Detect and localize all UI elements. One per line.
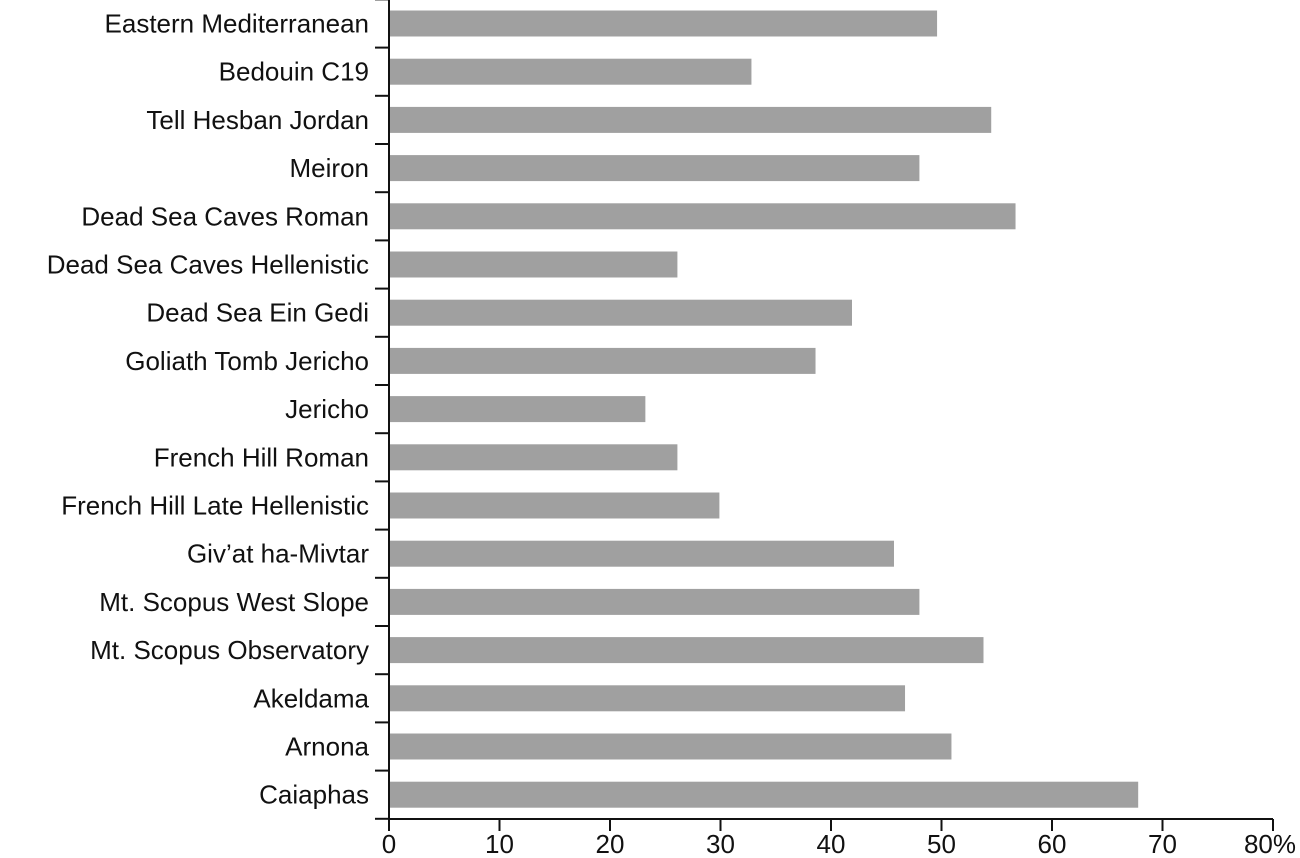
bar-caiaphas [389, 781, 1139, 808]
y-axis [375, 0, 390, 820]
category-label: Dead Sea Caves Roman [81, 201, 369, 231]
category-label: Caiaphas [259, 780, 369, 810]
category-label: Meiron [290, 153, 369, 183]
category-label: Bedouin C19 [219, 57, 369, 87]
x-axis-tick-label: 40 [817, 829, 846, 858]
category-label: Mt. Scopus West Slope [99, 587, 369, 617]
category-label: French Hill Roman [154, 442, 369, 472]
bar-eastern-mediterranean [389, 10, 938, 37]
category-labels: Eastern Mediterranean Bedouin C19 Tell Hes… [47, 9, 370, 810]
bar-jericho [389, 396, 646, 423]
x-axis-tick-label: 10 [485, 829, 514, 858]
bar-french-hill-roman [389, 444, 678, 471]
x-axis-tick-label: 50 [927, 829, 956, 858]
bar-french-hill-late-hellenistic [389, 492, 720, 519]
category-label: Goliath Tomb Jericho [125, 346, 369, 376]
x-axis-tick-label: 80% [1244, 829, 1296, 858]
category-label: Arnona [285, 732, 369, 762]
category-label: Dead Sea Caves Hellenistic [47, 250, 369, 280]
bars-group [389, 10, 1139, 808]
category-label: Eastern Mediterranean [105, 9, 369, 39]
bar-meiron [389, 155, 920, 182]
category-label: Mt. Scopus Observatory [90, 635, 369, 665]
category-label: French Hill Late Hellenistic [61, 491, 369, 521]
bar-mt-scopus-west-slope [389, 588, 920, 615]
bar-dead-sea-ein-gedi [389, 299, 852, 326]
bar-arnona [389, 733, 952, 760]
category-label: Akeldama [253, 683, 369, 713]
x-axis-tick-label: 30 [706, 829, 735, 858]
category-label: Dead Sea Ein Gedi [146, 298, 369, 328]
x-axis-tick-label: 20 [596, 829, 625, 858]
category-label: Jericho [285, 394, 369, 424]
bar-dead-sea-caves-hellenistic [389, 251, 678, 278]
bar-mt-scopus-observatory [389, 637, 984, 664]
category-label: Giv’at ha-Mivtar [187, 539, 369, 569]
x-axis: 0 10 20 30 40 50 60 70 80% [382, 818, 1296, 858]
category-label: Tell Hesban Jordan [146, 105, 369, 135]
bar-goliath-tomb-jericho [389, 347, 816, 374]
bar-giv-at-ha-mivtar [389, 540, 894, 567]
bar-dead-sea-caves-roman [389, 203, 1016, 230]
bar-bedouin-c19 [389, 58, 752, 85]
bar-akeldama [389, 685, 906, 712]
bar-tell-hesban-jordan [389, 106, 992, 133]
x-axis-tick-label: 0 [382, 829, 396, 858]
x-axis-tick-label: 70 [1148, 829, 1177, 858]
x-axis-tick-label: 60 [1038, 829, 1067, 858]
